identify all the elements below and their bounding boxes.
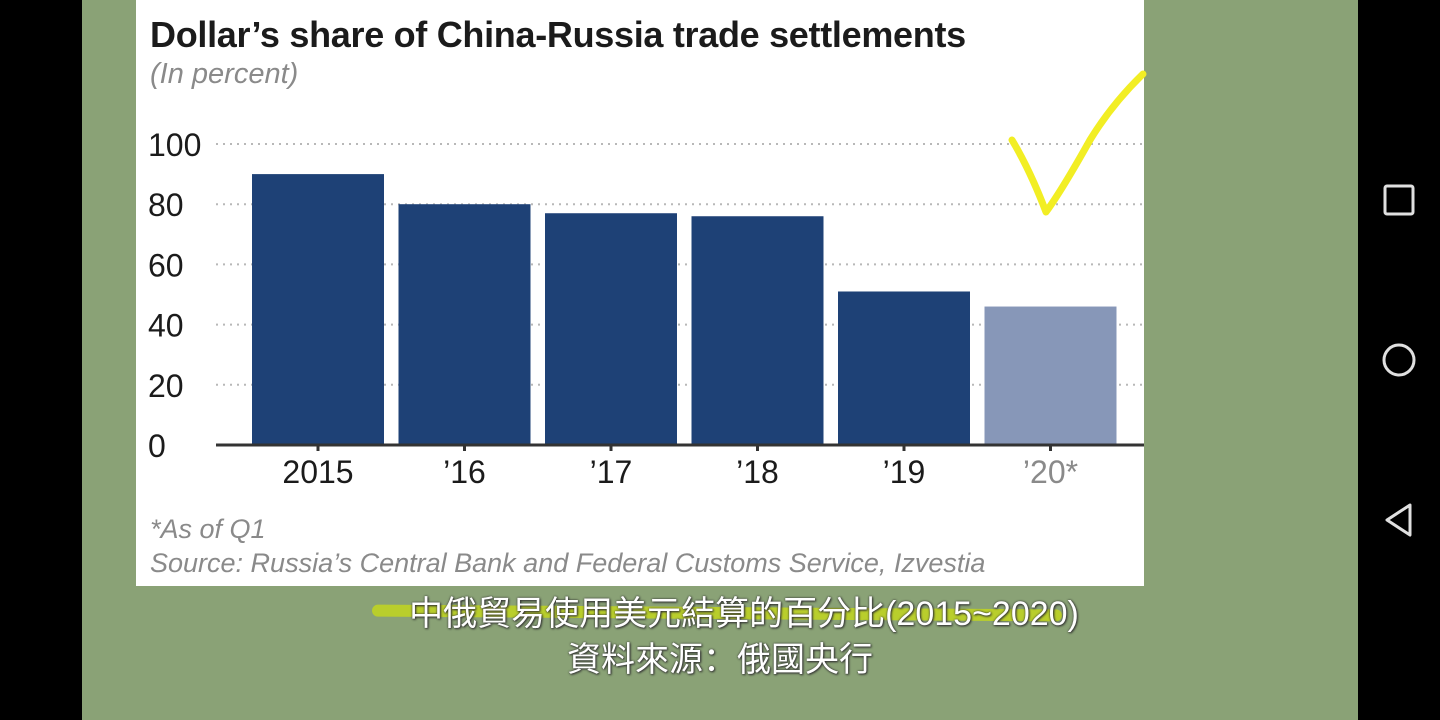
home-button[interactable] (1358, 320, 1440, 400)
chart-source: Source: Russia’s Central Bank and Federa… (150, 548, 986, 578)
chart-footnote: *As of Q1 (150, 514, 266, 544)
bar-5 (984, 306, 1117, 445)
bar-1 (398, 204, 531, 445)
x-tick-label: ’19 (883, 454, 926, 490)
chart-card: Dollar’s share of China-Russia trade set… (136, 0, 1144, 586)
x-tick-label: ’17 (590, 454, 633, 490)
circle-icon (1382, 343, 1416, 377)
x-tick-label: ’20* (1023, 454, 1078, 490)
square-icon (1383, 184, 1415, 216)
y-tick-label: 20 (148, 368, 184, 404)
android-nav-bar (1358, 0, 1440, 720)
bar-chart: 0 20 40 60 80 100 2015 ’16 ’17 ’18 ’19 ’20* (148, 127, 1144, 490)
triangle-back-icon (1385, 503, 1412, 537)
bar-2 (545, 213, 677, 445)
left-letterbox (0, 0, 82, 720)
x-tick-label: 2015 (282, 454, 353, 490)
chart-subtitle: (In percent) (150, 58, 299, 90)
back-button[interactable] (1358, 480, 1440, 560)
bar-0 (252, 174, 384, 445)
x-tick-label: ’18 (736, 454, 779, 490)
x-tick-label: ’16 (443, 454, 486, 490)
bar-4 (838, 291, 970, 445)
y-tick-label: 100 (148, 127, 201, 163)
chart-title: Dollar’s share of China-Russia trade set… (150, 14, 966, 55)
y-tick-label: 40 (148, 308, 184, 344)
y-tick-label: 0 (148, 428, 166, 464)
y-tick-label: 60 (148, 247, 184, 283)
caption-line-2: 資料來源：俄國央行 (567, 641, 873, 679)
caption-line-1: 中俄貿易使用美元結算的百分比(2015~2020) (409, 595, 1079, 633)
y-tick-label: 80 (148, 187, 184, 223)
recents-button[interactable] (1358, 160, 1440, 240)
bar-3 (691, 216, 824, 445)
